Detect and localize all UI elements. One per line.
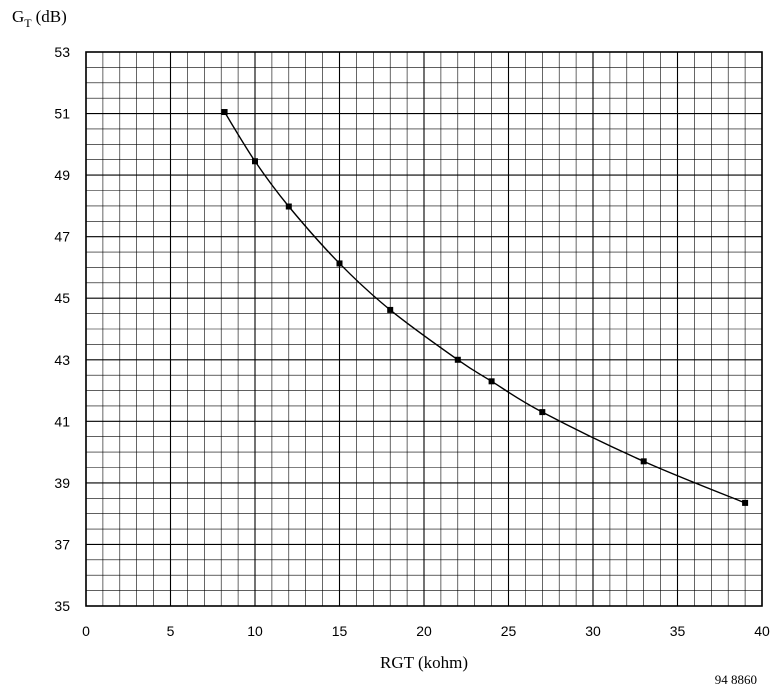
y-axis-title: GT (dB)	[12, 7, 67, 30]
data-point	[387, 306, 394, 313]
y-axis-title-sub: T	[24, 16, 32, 30]
data-point	[336, 260, 343, 267]
x-tick-labels: 0 5 10 15 20 25 30 35 40	[82, 623, 770, 639]
data-point	[488, 378, 495, 385]
x-tick-label: 30	[585, 623, 601, 639]
x-tick-label: 20	[416, 623, 432, 639]
y-tick-label: 45	[54, 290, 70, 306]
y-tick-label: 35	[54, 598, 70, 614]
y-tick-labels: 35 37 39 41 43 45 47 49 51 53	[54, 44, 70, 614]
x-tick-label: 25	[501, 623, 517, 639]
x-tick-label: 0	[82, 623, 90, 639]
y-tick-label: 47	[54, 229, 70, 245]
x-axis-title: RGT (kohm)	[380, 653, 468, 672]
x-tick-label: 15	[332, 623, 348, 639]
data-point	[285, 203, 292, 210]
y-tick-label: 39	[54, 475, 70, 491]
y-tick-label: 49	[54, 167, 70, 183]
data-point	[640, 458, 647, 465]
plot-area-frame	[85, 51, 763, 607]
x-tick-label: 5	[167, 623, 175, 639]
y-tick-label: 37	[54, 536, 70, 552]
y-tick-label: 53	[54, 44, 70, 60]
x-tick-label: 10	[247, 623, 263, 639]
data-point	[221, 109, 228, 116]
x-tick-label: 35	[670, 623, 686, 639]
data-point	[539, 409, 546, 416]
y-tick-label: 41	[54, 413, 70, 429]
figure-id: 94 8860	[715, 672, 757, 687]
data-markers	[221, 109, 749, 506]
y-tick-label: 43	[54, 352, 70, 368]
x-tick-label: 40	[754, 623, 770, 639]
data-point	[454, 356, 461, 363]
y-axis-title-main: G	[12, 7, 24, 26]
y-tick-label: 51	[54, 106, 70, 122]
series-line	[223, 111, 746, 504]
data-curve	[223, 111, 746, 504]
y-axis-title-unit: (dB)	[36, 7, 67, 26]
data-point	[742, 499, 749, 506]
data-point	[252, 158, 258, 165]
